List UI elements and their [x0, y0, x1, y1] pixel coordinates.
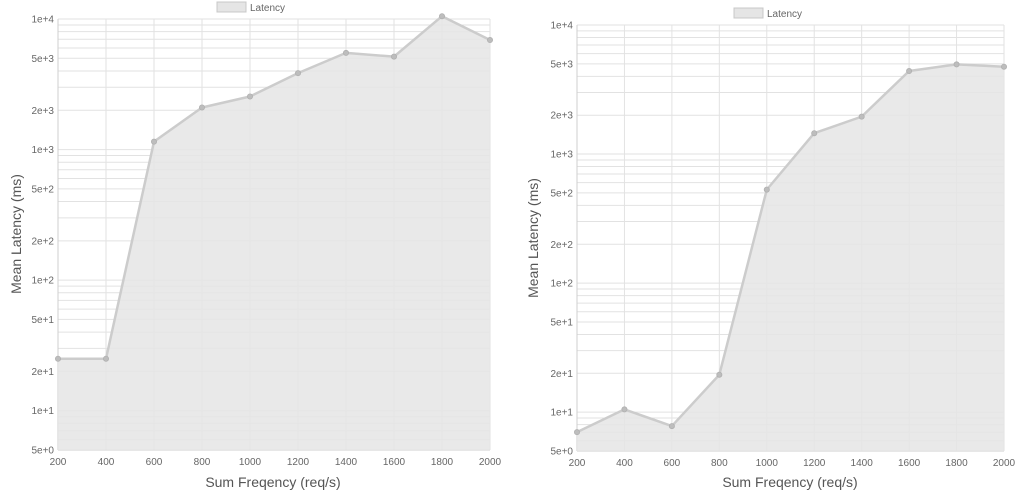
x-tick-label: 200 [50, 457, 67, 468]
y-tick-label: 5e+2 [31, 184, 54, 195]
y-tick-label: 5e+1 [550, 317, 573, 328]
y-tick-label: 1e+2 [550, 279, 573, 290]
series-line [58, 14, 491, 360]
series-line [576, 63, 1005, 434]
y-tick-label: 1e+2 [31, 276, 54, 287]
x-tick-label: 600 [146, 457, 163, 468]
data-point [668, 423, 675, 430]
x-tick-label: 1000 [756, 458, 779, 469]
x-tick-label: 2000 [479, 457, 502, 468]
y-tick-label: 1e+4 [550, 21, 573, 32]
x-tick-label: 1400 [851, 458, 874, 469]
y-tick-label: 2e+3 [31, 106, 54, 117]
data-point [716, 371, 723, 378]
x-axis-title: Sum Freqency (req/s) [205, 474, 340, 490]
y-tick-label: 5e+1 [31, 315, 54, 326]
y-tick-label: 5e+3 [550, 59, 573, 70]
y-tick-label: 2e+1 [550, 369, 573, 380]
y-tick-label: 5e+3 [31, 54, 54, 65]
x-axis-title: Sum Freqency (req/s) [722, 474, 857, 490]
y-tick-label: 2e+2 [31, 236, 54, 247]
y-tick-label: 5e+0 [550, 447, 573, 458]
legend-swatch [733, 7, 764, 19]
y-tick-label: 2e+1 [31, 367, 54, 378]
data-point [342, 49, 349, 56]
x-tick-label: 200 [569, 458, 586, 469]
x-tick-label: 400 [98, 457, 115, 468]
data-point [763, 186, 770, 193]
data-point [150, 138, 157, 145]
y-tick-label: 1e+1 [550, 408, 573, 419]
latency-chart-right: Latency Mean Latency (ms) Sum Freqency (… [525, 7, 1016, 490]
x-tick-label: 1400 [335, 457, 358, 468]
y-tick-label: 2e+3 [550, 111, 573, 122]
x-tick-label: 1000 [239, 457, 262, 468]
data-point [246, 93, 253, 100]
data-point [953, 61, 960, 68]
latency-chart-left: Latency Mean Latency (ms) Sum Freqency (… [8, 1, 502, 490]
x-tick-label: 1600 [898, 458, 921, 469]
legend-label: Latency [767, 9, 802, 20]
y-tick-label: 5e+2 [550, 188, 573, 199]
x-tick-label: 1600 [383, 457, 406, 468]
x-tick-label: 400 [616, 458, 633, 469]
data-point [574, 429, 581, 436]
x-tick-label: 1800 [431, 457, 454, 468]
x-tick-label: 1200 [287, 457, 310, 468]
legend-swatch [216, 1, 247, 13]
y-tick-label: 1e+1 [31, 406, 54, 417]
y-tick-label: 2e+2 [550, 240, 573, 251]
x-tick-label: 1800 [945, 458, 968, 469]
data-point [1001, 63, 1008, 70]
y-axis-title: Mean Latency (ms) [525, 178, 541, 298]
data-point [621, 406, 628, 413]
series-area [58, 16, 490, 450]
y-tick-label: 1e+4 [31, 15, 54, 26]
data-point [858, 113, 865, 120]
y-axis-title: Mean Latency (ms) [8, 174, 24, 294]
data-point [55, 355, 62, 362]
y-tick-label: 5e+0 [31, 446, 54, 457]
legend-label: Latency [250, 3, 285, 14]
data-point [198, 104, 205, 111]
x-tick-label: 800 [194, 457, 211, 468]
y-tick-label: 1e+3 [31, 145, 54, 156]
data-point [294, 70, 301, 77]
data-point [486, 37, 493, 44]
x-tick-label: 2000 [993, 458, 1016, 469]
x-tick-label: 600 [664, 458, 681, 469]
series-area [577, 64, 1004, 451]
x-tick-label: 1200 [803, 458, 826, 469]
data-point [438, 13, 445, 20]
y-tick-label: 1e+3 [550, 150, 573, 161]
data-point [811, 130, 818, 137]
data-point [103, 355, 110, 362]
data-point [390, 53, 397, 60]
data-point [906, 68, 913, 75]
x-tick-label: 800 [711, 458, 728, 469]
